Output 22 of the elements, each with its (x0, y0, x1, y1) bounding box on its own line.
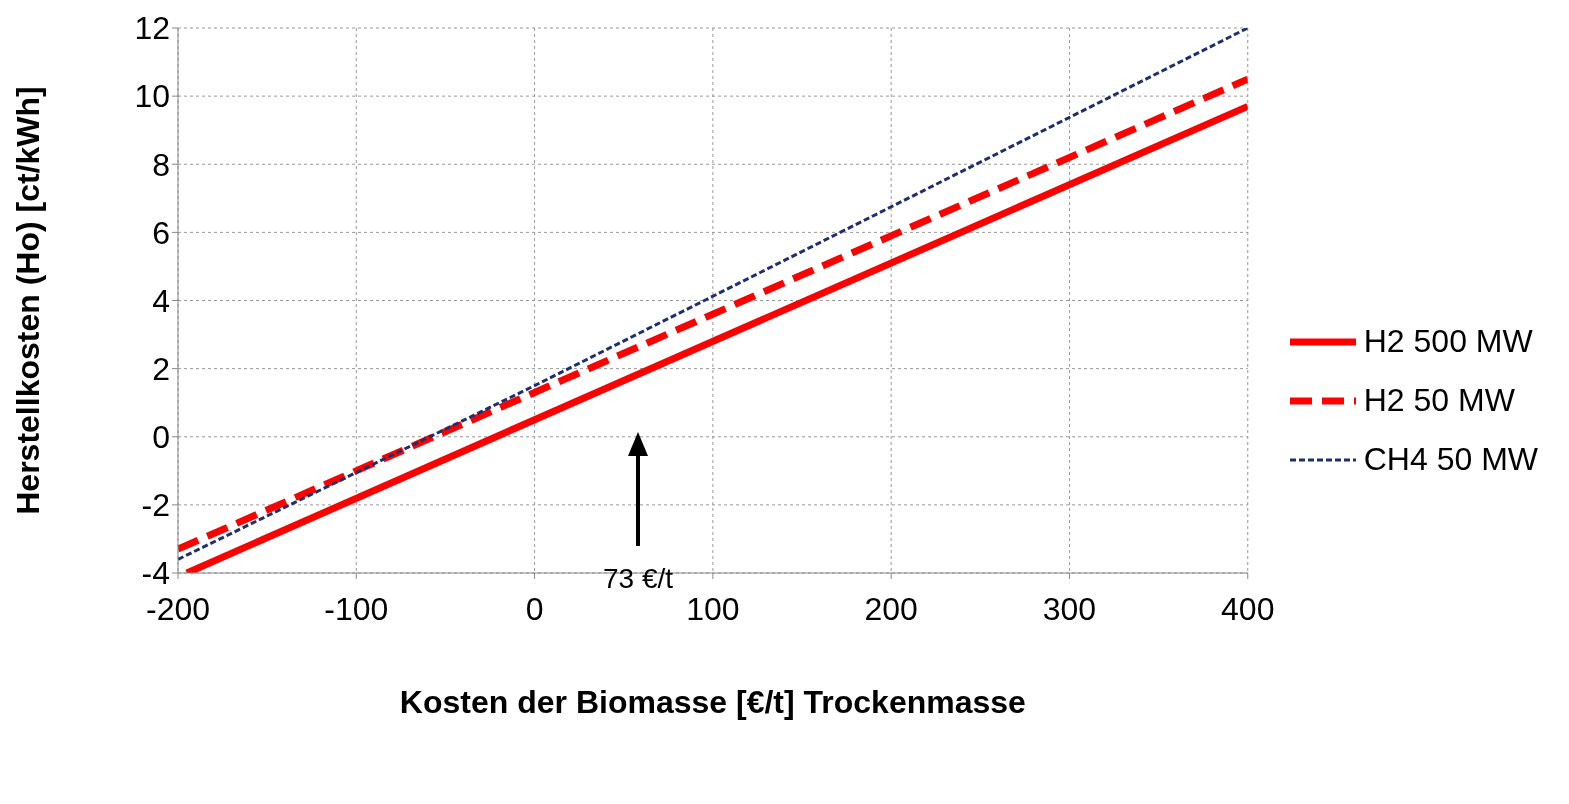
x-tick-label: 200 (864, 590, 918, 627)
y-tick-label: 10 (134, 78, 170, 115)
legend-label: CH4 50 MW (1363, 441, 1538, 478)
y-tick-label: -4 (141, 555, 170, 592)
y-tick-label: 12 (134, 10, 170, 47)
x-tick-label: 300 (1042, 590, 1097, 627)
y-tick-label: 4 (152, 282, 170, 319)
x-tick-label: 0 (525, 590, 544, 627)
y-tick-label: 2 (152, 350, 170, 387)
x-tick-label: -200 (145, 590, 211, 627)
y-tick-label: -2 (141, 487, 170, 524)
annotation: 73 €/t (602, 563, 674, 594)
y-tick-label: 0 (152, 419, 170, 456)
y-tick-label: 6 (152, 214, 170, 251)
y-axis-title: Herstellkosten (Ho) [ct/kWh] (10, 86, 47, 515)
x-tick-label: -100 (324, 590, 389, 627)
x-axis-title: Kosten der Biomasse [€/t] Trockenmasse (399, 684, 1026, 720)
legend-label: H2 500 MW (1363, 323, 1533, 360)
x-tick-label: 400 (1221, 590, 1275, 627)
y-tick-label: 8 (152, 146, 170, 183)
x-tick-label: 100 (686, 590, 740, 627)
legend-label: H2 50 MW (1363, 382, 1515, 419)
